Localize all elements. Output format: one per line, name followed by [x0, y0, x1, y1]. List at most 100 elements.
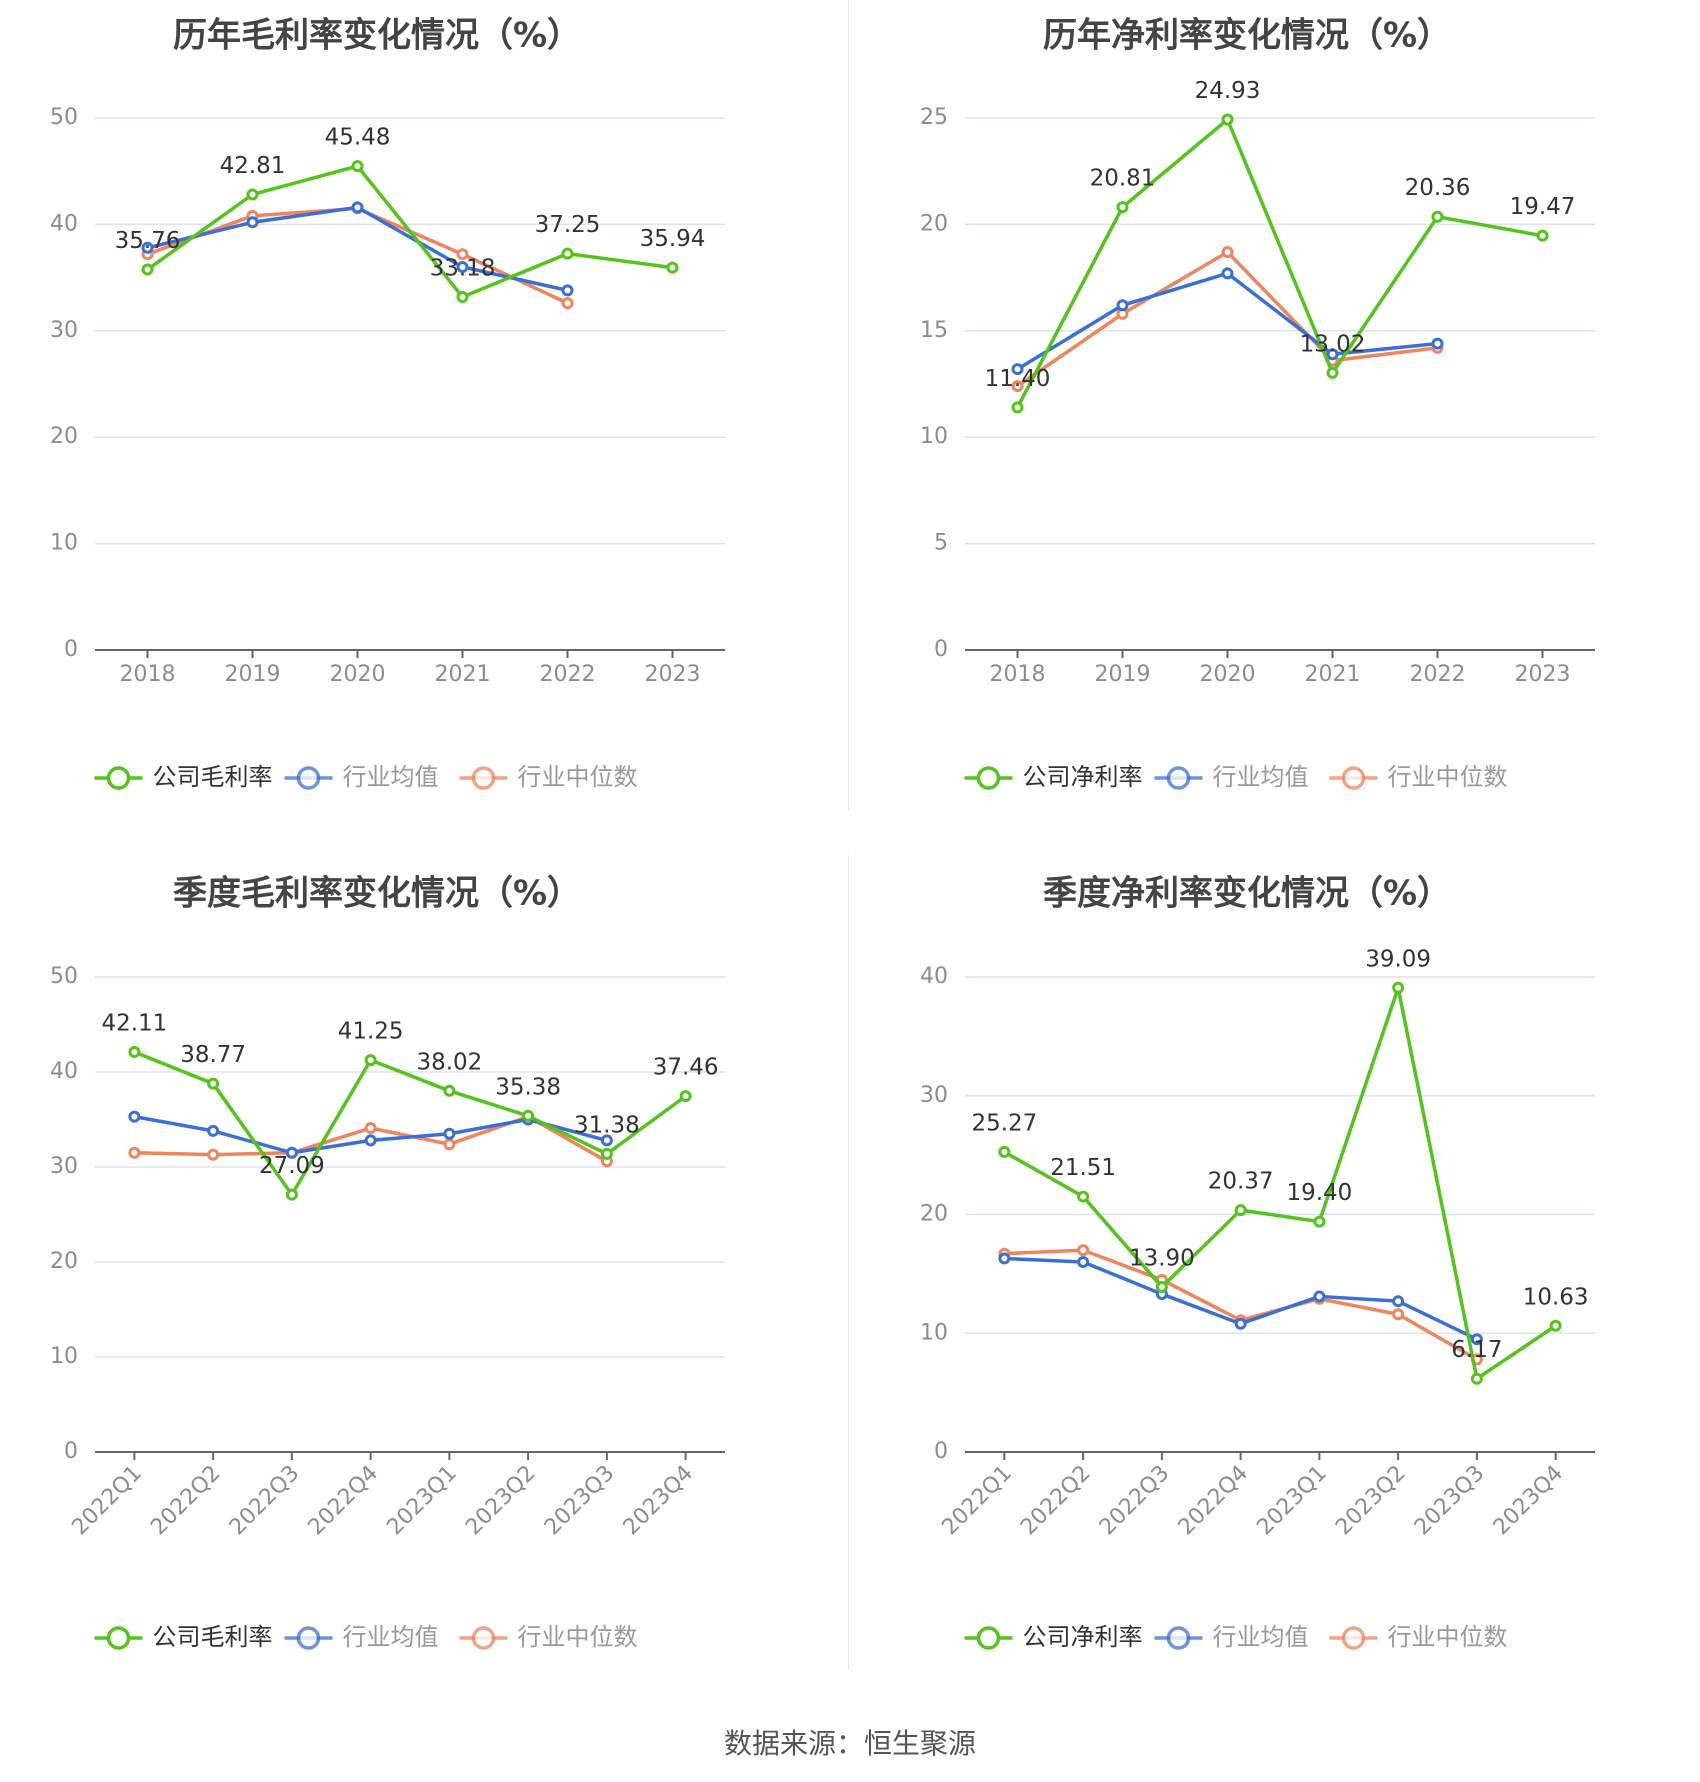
x-tick-label: 2023Q3	[540, 1461, 619, 1540]
legend-marker	[1166, 1626, 1191, 1650]
x-tick-label: 2022Q1	[937, 1461, 1016, 1540]
y-tick-label: 40	[50, 1059, 78, 1084]
y-tick-label: 10	[50, 1344, 78, 1369]
data-point-company	[998, 1145, 1011, 1158]
legend-marker	[106, 766, 131, 790]
data-point-mean	[998, 1252, 1011, 1265]
data-label: 38.02	[416, 1049, 482, 1075]
data-label: 37.46	[653, 1055, 719, 1081]
y-tick-label: 20	[920, 1202, 948, 1227]
x-tick-label: 2022Q2	[146, 1461, 225, 1540]
data-point-median	[364, 1122, 377, 1135]
x-tick-label: 2022	[1410, 662, 1466, 687]
legend-label: 行业均值	[1213, 763, 1309, 791]
data-point-mean	[246, 216, 259, 229]
x-tick-label: 2023Q4	[1489, 1461, 1568, 1540]
data-point-mean	[1326, 348, 1339, 361]
legend-marker	[296, 1626, 321, 1650]
x-tick-label: 2022Q4	[304, 1461, 383, 1540]
y-tick-label: 30	[50, 318, 78, 343]
data-point-company	[1470, 1372, 1483, 1385]
legend-marker	[106, 1626, 131, 1650]
y-tick-label: 15	[920, 318, 948, 343]
data-label: 20.37	[1208, 1169, 1274, 1195]
x-tick-label: 2019	[225, 662, 281, 687]
legend-label: 公司净利率	[1023, 1623, 1143, 1651]
data-point-mean	[561, 284, 574, 297]
data-point-company	[1326, 366, 1339, 379]
y-tick-label: 20	[920, 211, 948, 236]
data-point-company	[1431, 210, 1444, 223]
data-point-mean	[1313, 1290, 1326, 1303]
data-point-company	[364, 1054, 377, 1067]
data-point-company	[246, 188, 259, 201]
chart-panel-1: 历年毛利率变化情况（%） 0 10 20 30 40 50 2018 2019 2020 2021 2…	[50, 16, 725, 791]
data-point-mean	[207, 1124, 220, 1137]
legend-item-median: 行业中位数	[1329, 1623, 1508, 1651]
chart-panel-2: 历年净利率变化情况（%） 0 5 10 15 20 25 2018 2019 2020 2021 20…	[920, 16, 1595, 791]
data-point-company	[128, 1045, 141, 1058]
data-label: 35.76	[115, 228, 181, 254]
x-tick-label: 2023	[1515, 662, 1571, 687]
data-point-median	[1077, 1244, 1090, 1257]
legend-marker	[1166, 766, 1191, 790]
data-point-mean	[351, 201, 364, 214]
data-label: 27.09	[259, 1153, 325, 1179]
data-point-mean	[285, 1146, 298, 1159]
legend-item-mean: 行业均值	[284, 1623, 439, 1651]
legend-marker	[471, 766, 496, 790]
data-label: 33.18	[430, 255, 496, 281]
data-point-company	[207, 1077, 220, 1090]
data-point-company	[1549, 1319, 1562, 1332]
x-tick-label: 2023Q2	[1331, 1461, 1410, 1540]
legend-label: 行业均值	[343, 1623, 439, 1651]
legend-label: 行业均值	[343, 763, 439, 791]
legend-marker	[296, 766, 321, 790]
series-line-company	[1003, 986, 1557, 1381]
legend-item-median: 行业中位数	[459, 1623, 638, 1651]
y-tick-label: 20	[50, 1249, 78, 1274]
legend-marker	[1341, 766, 1366, 790]
data-point-company	[522, 1109, 535, 1122]
legend-item-company: 公司净利率	[964, 763, 1143, 791]
data-label: 6.17	[1451, 1337, 1502, 1363]
data-label: 25.27	[971, 1110, 1037, 1136]
chart-title: 历年毛利率变化情况（%）	[173, 16, 581, 56]
y-tick-label: 0	[64, 1439, 78, 1464]
legend-marker	[976, 1626, 1001, 1650]
data-point-company	[141, 263, 154, 276]
data-point-mean	[1077, 1256, 1090, 1268]
chart-title: 历年净利率变化情况（%）	[1043, 16, 1451, 56]
legend-item-median: 行业中位数	[1329, 763, 1508, 791]
data-label: 13.90	[1129, 1245, 1195, 1271]
x-tick-label: 2018	[120, 662, 176, 687]
x-tick-label: 2021	[1305, 662, 1361, 687]
legend-label: 公司净利率	[1023, 763, 1143, 791]
data-label: 10.63	[1523, 1284, 1589, 1310]
data-point-company	[561, 247, 574, 260]
data-label: 19.40	[1286, 1180, 1352, 1206]
data-point-mean	[443, 1127, 456, 1140]
data-label: 35.38	[495, 1074, 561, 1100]
panel-divider-bottom	[848, 855, 849, 1670]
legend-item-company: 公司毛利率	[94, 763, 273, 791]
chart-title: 季度毛利率变化情况（%）	[173, 874, 581, 914]
data-point-company	[1011, 401, 1024, 414]
legend-label: 行业中位数	[518, 1623, 638, 1651]
x-tick-label: 2018	[990, 662, 1046, 687]
legend-marker	[471, 1626, 496, 1650]
data-point-median	[1392, 1308, 1405, 1321]
y-tick-label: 40	[50, 211, 78, 236]
data-label: 35.94	[640, 226, 706, 252]
data-label: 24.93	[1195, 78, 1261, 104]
data-point-company	[679, 1090, 692, 1103]
data-point-mean	[1431, 337, 1444, 350]
data-label: 19.47	[1510, 194, 1576, 220]
y-tick-label: 40	[920, 964, 948, 989]
data-label: 13.02	[1300, 331, 1366, 357]
y-tick-label: 10	[50, 531, 78, 556]
data-point-company	[285, 1188, 298, 1201]
